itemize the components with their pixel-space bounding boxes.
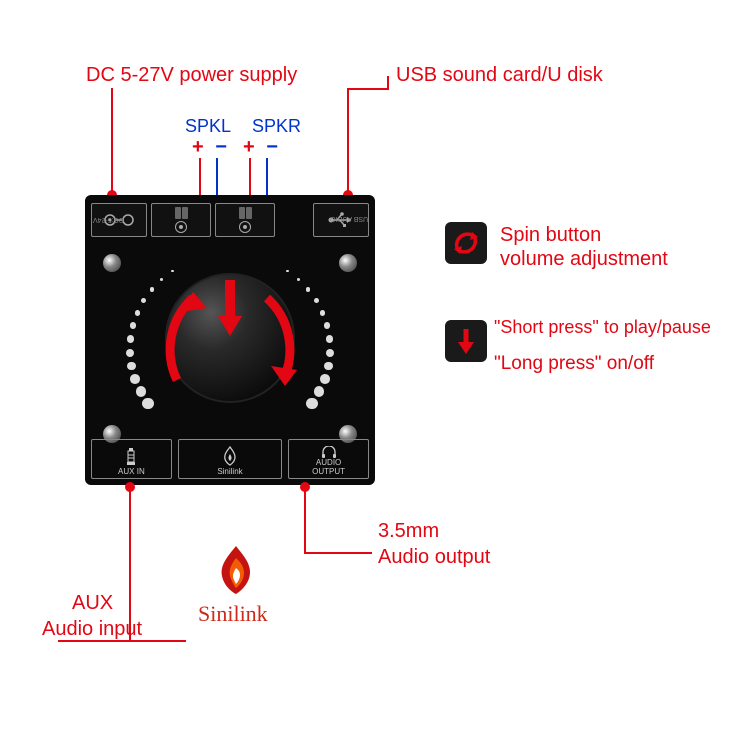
led-indicator [339,254,357,272]
usb-audio-text: USB AUDIO [330,215,368,222]
minus-sign: − [215,136,230,158]
dc-voltage-text: DC:5-24V [93,216,124,223]
press-legend-icon [445,320,487,362]
brand-text-pcb: Sinilink [217,467,242,476]
speaker-icon [238,220,252,234]
spkr-connector-box [215,203,275,237]
spkl-connector-box [151,203,211,237]
spin-label-line1: Spin button [500,222,601,248]
audio-output-box: AUDIO OUTPUT [288,439,369,479]
plus-sign: + [243,136,258,158]
aux-label-line2: Audio input [42,616,142,642]
dc-connector-box: DC:5-24V [91,203,147,237]
callout-line [387,76,389,90]
spin-label-line2: volume adjustment [500,246,668,272]
aux-label-line1: AUX [72,590,113,616]
brand-logo [214,544,258,596]
speaker-icon [174,220,188,234]
headphone-icon [321,446,337,458]
callout-line [304,490,306,554]
plus-sign: + [192,136,207,158]
knob-area [85,250,375,435]
power-supply-label: DC 5-27V power supply [86,62,297,88]
spkl-label: SPKL [185,116,231,137]
aux-jack-icon [126,448,136,466]
callout-line [347,88,349,194]
press-label-line2: "Long press" on/off [494,352,654,377]
callout-line [347,88,389,90]
spin-legend-icon [445,222,487,264]
led-indicator [103,254,121,272]
brand-box: Sinilink [178,439,282,479]
pcb-top-connectors: DC:5-24V USB AUDIO [91,203,369,237]
audio-output-text2: OUTPUT [312,468,345,476]
callout-line [304,552,372,554]
terminal-pins [239,207,252,219]
usb-connector-box: USB AUDIO [313,203,369,237]
callout-line [111,88,113,194]
audio-output-text1: AUDIO [316,459,341,467]
terminal-pins [175,207,188,219]
aux-in-text: AUX IN [118,467,145,476]
pcb-board: DC:5-24V USB AUDIO [85,195,375,485]
spkr-label: SPKR [252,116,301,137]
minus-sign: − [266,136,281,158]
audio-out-label-line1: 3.5mm [378,518,439,544]
spkl-polarity: + − [192,136,230,159]
audio-out-label-line2: Audio output [378,544,490,570]
usb-label: USB sound card/U disk [396,62,603,88]
spkr-polarity: + − [243,136,281,159]
pcb-bottom-connectors: AUX IN Sinilink AUDIO OUTPUT [91,439,369,479]
press-label-line1: "Short press" to play/pause [494,316,711,339]
aux-in-box: AUX IN [91,439,172,479]
brand-flame-icon [221,446,239,466]
brand-text: Sinilink [198,600,268,629]
